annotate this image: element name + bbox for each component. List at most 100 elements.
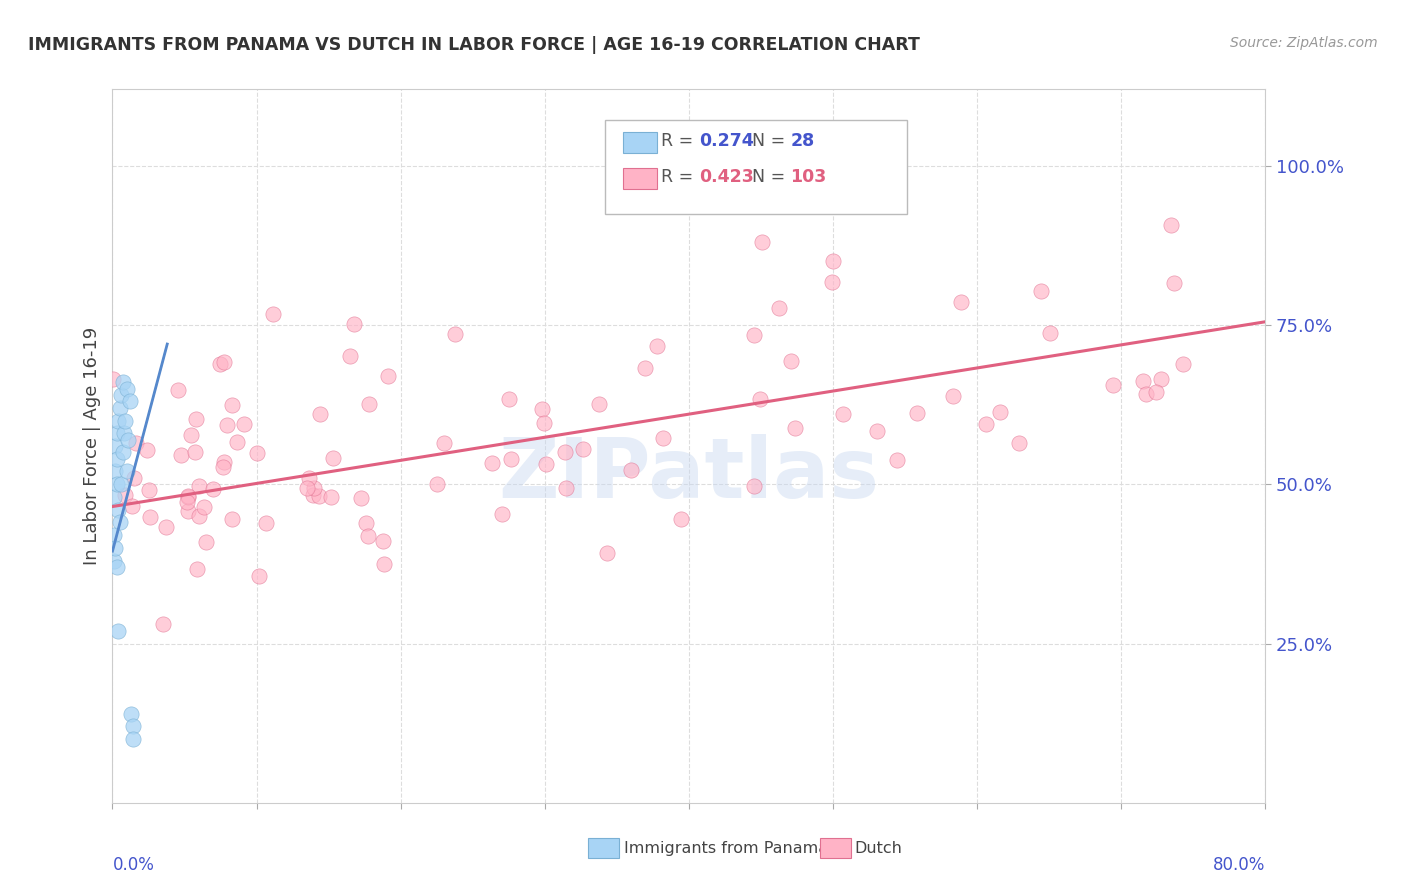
- Point: [186, 562, 208, 576]
- Point: [976, 417, 998, 432]
- Point: [554, 445, 576, 459]
- Point: [671, 512, 693, 526]
- Point: [107, 413, 129, 427]
- Point: [308, 407, 330, 421]
- Point: [217, 418, 239, 433]
- Point: [821, 275, 844, 289]
- Point: [103, 528, 125, 542]
- Text: 80.0%: 80.0%: [1213, 856, 1265, 874]
- Point: [742, 479, 765, 493]
- Point: [108, 516, 131, 530]
- Text: IMMIGRANTS FROM PANAMA VS DUTCH IN LABOR FORCE | AGE 16-19 CORRELATION CHART: IMMIGRANTS FROM PANAMA VS DUTCH IN LABOR…: [28, 36, 920, 54]
- Point: [308, 489, 330, 503]
- Point: [534, 457, 557, 471]
- Point: [112, 426, 135, 441]
- Point: [105, 426, 128, 441]
- Point: [233, 417, 256, 431]
- Point: [125, 435, 148, 450]
- Point: [501, 451, 523, 466]
- Text: R =: R =: [661, 132, 699, 150]
- Point: [152, 617, 174, 632]
- Point: [177, 489, 200, 503]
- Point: [620, 463, 643, 477]
- Point: [322, 450, 344, 465]
- Point: [118, 394, 141, 409]
- Point: [167, 383, 190, 397]
- Point: [177, 490, 200, 504]
- Point: [122, 471, 145, 485]
- Point: [117, 433, 139, 447]
- Text: Immigrants from Panama: Immigrants from Panama: [624, 841, 828, 855]
- Point: [1135, 387, 1157, 401]
- Point: [221, 398, 243, 412]
- Text: 103: 103: [790, 168, 827, 186]
- Point: [950, 295, 973, 310]
- Point: [111, 376, 134, 390]
- Point: [742, 327, 765, 342]
- Point: [350, 491, 373, 505]
- Point: [212, 355, 235, 369]
- Point: [1039, 326, 1062, 340]
- Point: [105, 560, 128, 574]
- Point: [121, 732, 143, 747]
- Point: [108, 401, 131, 415]
- Point: [110, 388, 132, 402]
- Point: [121, 499, 143, 513]
- Point: [990, 405, 1012, 419]
- Point: [107, 624, 129, 638]
- Text: 0.274: 0.274: [699, 132, 754, 150]
- Point: [208, 358, 231, 372]
- Point: [530, 402, 553, 417]
- Point: [865, 424, 887, 438]
- Point: [491, 507, 513, 521]
- Point: [212, 460, 235, 475]
- Point: [177, 504, 200, 518]
- Point: [779, 354, 801, 368]
- Point: [301, 488, 323, 502]
- Point: [1171, 357, 1194, 371]
- Point: [202, 482, 225, 496]
- Point: [110, 477, 132, 491]
- Point: [1150, 372, 1173, 386]
- Point: [105, 451, 128, 466]
- Point: [262, 307, 284, 321]
- Point: [426, 476, 449, 491]
- Point: [139, 510, 162, 524]
- Point: [343, 317, 366, 331]
- Point: [498, 392, 520, 406]
- Text: 0.0%: 0.0%: [112, 856, 155, 874]
- Point: [138, 483, 160, 498]
- Point: [184, 445, 207, 459]
- Point: [373, 557, 395, 571]
- Point: [103, 490, 125, 504]
- Point: [246, 446, 269, 460]
- Point: [1132, 374, 1154, 388]
- Point: [645, 339, 668, 353]
- Point: [225, 434, 247, 449]
- Point: [357, 529, 380, 543]
- Point: [180, 427, 202, 442]
- Point: [481, 456, 503, 470]
- Point: [371, 533, 394, 548]
- Point: [634, 360, 657, 375]
- Point: [104, 541, 127, 555]
- Point: [319, 490, 342, 504]
- Text: Source: ZipAtlas.com: Source: ZipAtlas.com: [1230, 36, 1378, 50]
- Point: [751, 235, 773, 249]
- Point: [104, 465, 127, 479]
- Point: [1160, 219, 1182, 233]
- Point: [187, 478, 209, 492]
- Point: [170, 448, 193, 462]
- Point: [359, 397, 381, 411]
- Point: [221, 512, 243, 526]
- Point: [652, 431, 675, 445]
- Point: [1144, 384, 1167, 399]
- Point: [821, 253, 844, 268]
- Point: [187, 509, 209, 524]
- Point: [1008, 435, 1031, 450]
- Point: [104, 439, 127, 453]
- Point: [193, 500, 215, 515]
- Point: [120, 706, 142, 721]
- Point: [114, 488, 136, 502]
- Y-axis label: In Labor Force | Age 16-19: In Labor Force | Age 16-19: [83, 326, 101, 566]
